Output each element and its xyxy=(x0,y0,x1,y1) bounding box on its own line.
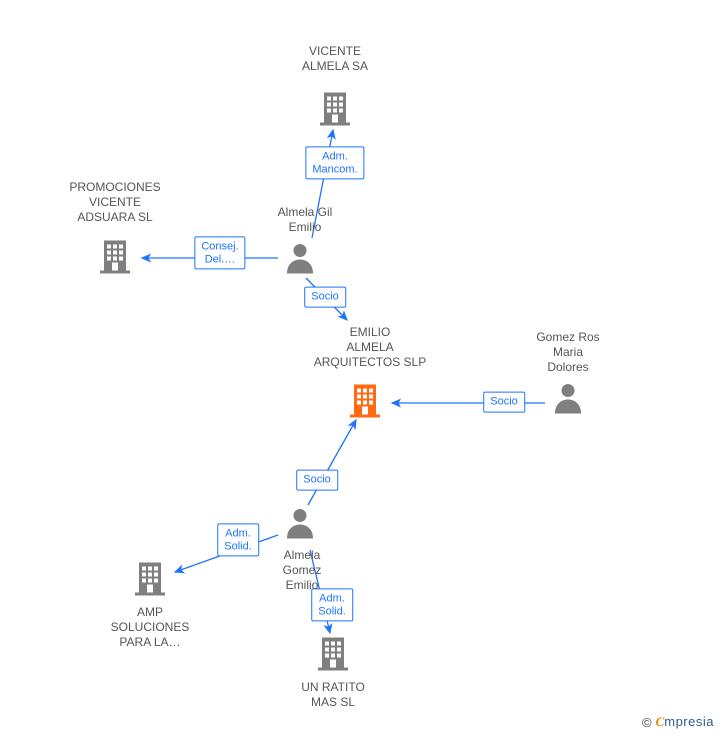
building-icon[interactable] xyxy=(317,90,353,131)
building-highlight-icon[interactable] xyxy=(347,382,383,423)
edge-label: Socio xyxy=(296,470,338,491)
building-icon[interactable] xyxy=(315,635,351,676)
building-icon[interactable] xyxy=(132,560,168,601)
edge-label: Adm. Mancom. xyxy=(305,146,364,179)
edge-label: Socio xyxy=(483,392,525,413)
edge-label: Socio xyxy=(304,287,346,308)
person-icon[interactable] xyxy=(283,241,317,280)
copyright-symbol: © xyxy=(642,715,652,730)
edge-label: Adm. Solid. xyxy=(311,588,353,621)
person-icon[interactable] xyxy=(551,381,585,420)
building-icon[interactable] xyxy=(97,238,133,279)
footer: © Cmpresia xyxy=(642,714,714,730)
edge-label: Consej. Del.… xyxy=(194,236,245,269)
edges-layer xyxy=(0,0,728,740)
edge-line xyxy=(308,420,356,505)
brand-logo: Cmpresia xyxy=(656,714,714,730)
edge-label: Adm. Solid. xyxy=(217,523,259,556)
person-icon[interactable] xyxy=(283,506,317,545)
